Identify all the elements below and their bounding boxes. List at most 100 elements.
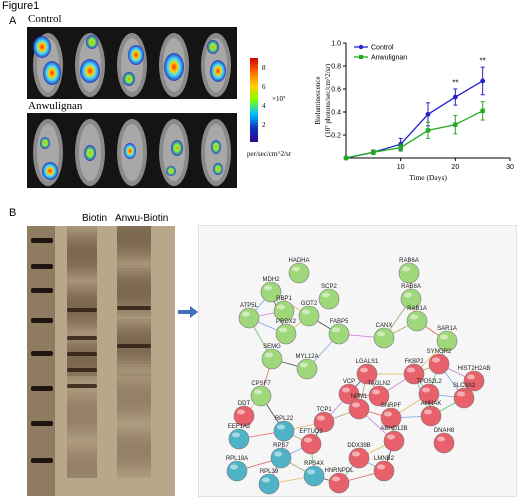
network-node-label: ATP5L: [240, 303, 259, 309]
network-node-myl12a: MYL12A: [295, 354, 319, 380]
network-node-tpd52l2: TPD52L2: [416, 379, 442, 405]
network-node-label: RAB1A: [407, 306, 427, 312]
network-node-snrpf: SNRPF: [380, 403, 402, 429]
network-node: [273, 300, 295, 322]
y-tick-label: 0.4: [331, 110, 341, 117]
network-node-label: SCP2: [321, 284, 337, 290]
panel-b-label: B: [9, 207, 17, 219]
colorbar-tick-label: 6: [262, 83, 266, 91]
network-node-vcp: VCP: [338, 379, 360, 405]
x-axis-label: Time (Days): [409, 173, 447, 182]
network-node: [298, 305, 320, 327]
network-node-hadha: HADHA: [288, 258, 310, 284]
network-node-label: EFTUD2: [299, 429, 323, 435]
network-node-hist2h2ab: HIST2H2AB: [458, 366, 490, 392]
signal-spot: [40, 137, 50, 149]
network-node-label: CANX: [376, 323, 393, 329]
network-node: [273, 420, 295, 442]
network-node: [328, 472, 350, 494]
data-point: [425, 111, 431, 117]
network-node-rpl39: RPL39: [258, 469, 280, 495]
marker-band: [31, 288, 53, 293]
network-node-label: LMNB2: [374, 456, 395, 462]
network-node: [453, 387, 475, 409]
legend-label: Control: [371, 45, 394, 52]
signal-spot: [171, 140, 183, 156]
colorbar: [250, 58, 258, 142]
gel-band: [117, 344, 151, 348]
protein-network-graph: HADHA RAB6A MDH2 SCP2 RAB8A ATP5L RBP1 GOT2 RAB1…: [226, 258, 490, 495]
gel-band: [67, 352, 97, 356]
network-node: [328, 323, 350, 345]
network-node-label: CPSF7: [251, 381, 271, 387]
network-node-mdh2: MDH2: [260, 277, 282, 303]
network-node-rab6a: RAB6A: [398, 258, 420, 284]
network-node-label: RPL39: [260, 469, 279, 475]
signal-spot: [210, 60, 226, 82]
marker-band: [31, 318, 53, 323]
gel-picture: [27, 226, 151, 496]
network-node-semg: SEMG: [261, 344, 283, 370]
signal-spot: [43, 61, 61, 85]
network-node-label: HNRNPDL: [324, 468, 354, 474]
network-node-tagln2: TAGLN2: [368, 381, 391, 407]
data-point: [371, 150, 376, 155]
protein-network: HADHA RAB6A MDH2 SCP2 RAB8A ATP5L RBP1 GOT2 RAB1…: [198, 225, 517, 497]
network-node-abhd12b: ABHD12B: [380, 426, 408, 452]
network-node-ahnak: AHNAK: [421, 401, 442, 427]
anwulignan-mice-image: [27, 113, 237, 188]
network-node-eftud2: EFTUD2: [299, 429, 323, 455]
signal-spot: [80, 59, 100, 83]
data-point: [452, 94, 458, 100]
network-node-label: RAB6A: [399, 258, 419, 264]
network-node-label: TCP1: [316, 407, 332, 413]
network-node-label: AHNAK: [421, 401, 442, 407]
signal-spot: [164, 53, 184, 81]
network-node: [380, 407, 402, 429]
colorbar-tick-label: 2: [262, 121, 266, 129]
network-node: [261, 348, 283, 370]
control-mice-picture: [33, 33, 231, 97]
network-node: [270, 447, 292, 469]
network-node: [436, 330, 458, 352]
signal-spot: [213, 163, 223, 175]
network-node-label: SEMG: [263, 344, 281, 350]
signal-spot: [42, 162, 58, 180]
anwulignan-label: Anwulignan: [28, 100, 83, 112]
marker-band: [31, 421, 53, 426]
x-tick-label: 20: [451, 164, 459, 171]
marker-band: [31, 351, 53, 356]
data-point: [398, 145, 403, 150]
signal-spot: [86, 35, 98, 49]
arrow-right-icon: [178, 306, 198, 318]
network-node-label: DDX39B: [347, 443, 370, 449]
network-node: [318, 288, 340, 310]
data-point: [343, 155, 349, 161]
network-node-label: ABHD12B: [380, 426, 407, 432]
gel-band: [117, 306, 151, 310]
signal-spot: [84, 145, 96, 161]
network-node-label: GOT2: [301, 301, 318, 307]
network-node-tcp1: TCP1: [313, 407, 335, 433]
network-node: [250, 385, 272, 407]
network-node-label: PRDX2: [276, 319, 297, 325]
colorbar-scale: ×10⁷: [272, 95, 286, 103]
panel-a-label: A: [9, 15, 17, 27]
network-node: [228, 428, 250, 450]
network-node: [288, 262, 310, 284]
marker-band: [31, 238, 53, 243]
y-tick-label: 0.6: [331, 87, 341, 94]
network-node-label: FABP5: [330, 319, 349, 325]
network-node-label: RAB8A: [401, 284, 421, 290]
network-node-got2: GOT2: [298, 301, 320, 327]
network-node-label: MYL12A: [295, 354, 318, 360]
network-node-label: SNRPF: [381, 403, 402, 409]
network-node: [296, 358, 318, 380]
network-node-cpsf7: CPSF7: [250, 381, 272, 407]
network-node-slc3a2: SLC3A2: [453, 383, 476, 409]
network-node-rbp1: RBP1: [273, 296, 295, 322]
network-node-label: RBP1: [276, 296, 292, 302]
network-node-label: VCP: [343, 379, 355, 385]
network-node-lgals1: LGALS1: [356, 359, 379, 385]
network-node: [373, 460, 395, 482]
